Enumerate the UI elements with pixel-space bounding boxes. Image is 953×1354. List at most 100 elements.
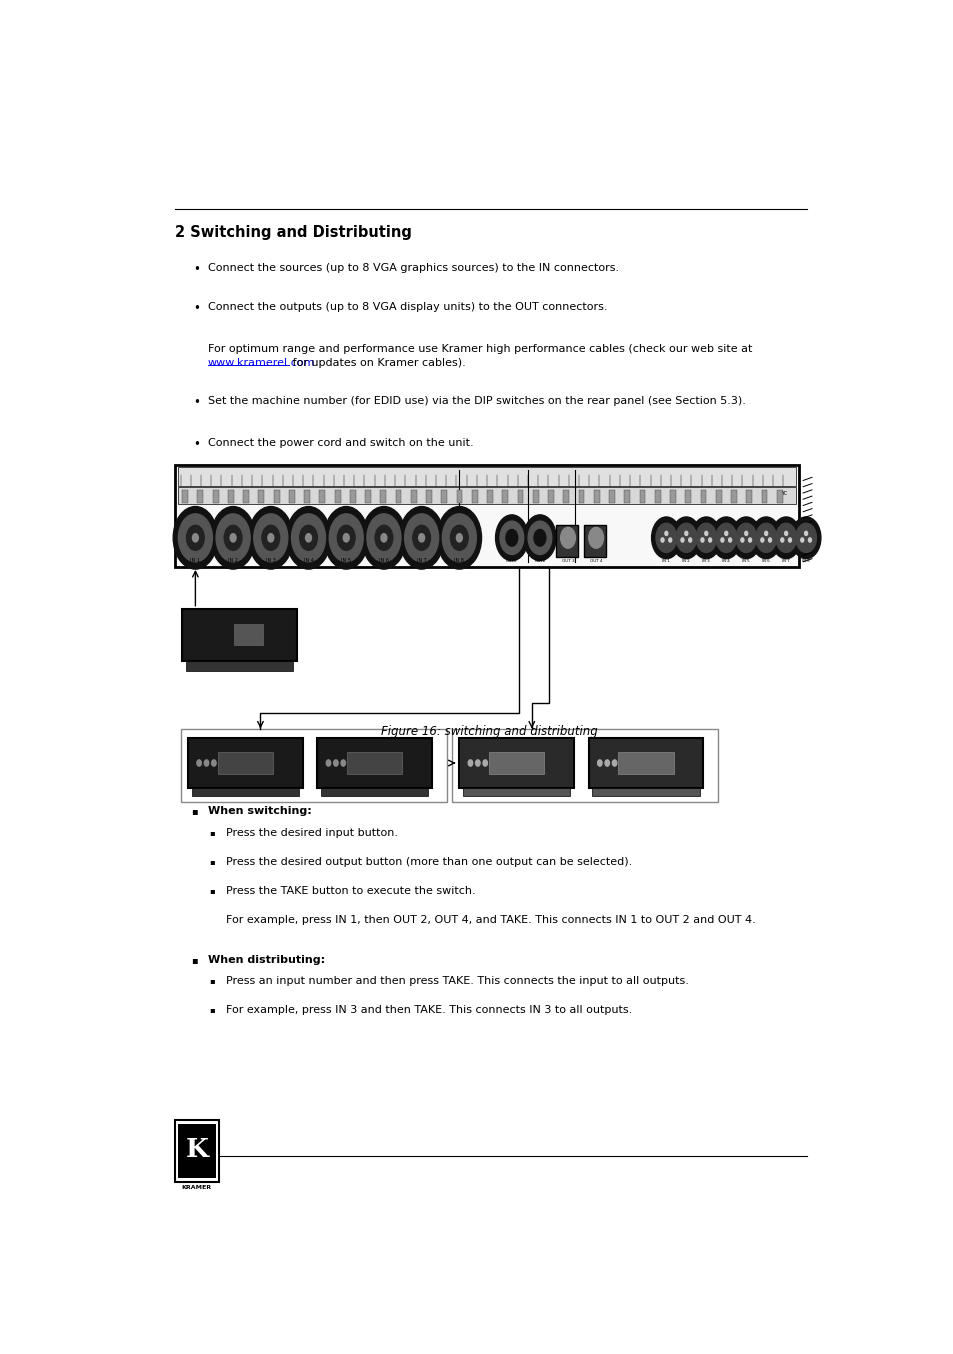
Bar xyxy=(556,525,578,556)
Text: •: • xyxy=(193,437,200,451)
Text: ▪: ▪ xyxy=(191,806,197,815)
Text: K: K xyxy=(185,1137,208,1162)
Circle shape xyxy=(775,523,796,552)
Text: IN 3: IN 3 xyxy=(701,559,709,563)
Bar xyxy=(488,751,544,774)
Circle shape xyxy=(771,517,801,559)
Circle shape xyxy=(795,523,816,552)
Circle shape xyxy=(196,760,201,766)
Bar xyxy=(593,490,599,504)
Bar xyxy=(321,788,428,796)
Bar xyxy=(588,738,702,788)
Text: IN 2: IN 2 xyxy=(681,559,689,563)
Bar xyxy=(776,490,781,504)
Circle shape xyxy=(456,533,462,542)
Circle shape xyxy=(715,523,736,552)
Text: Figure 16: switching and distributing: Figure 16: switching and distributing xyxy=(380,726,597,738)
Circle shape xyxy=(660,538,663,542)
Text: KRAMER: KRAMER xyxy=(182,1185,212,1190)
Circle shape xyxy=(807,538,811,542)
Text: Press the desired input button.: Press the desired input button. xyxy=(226,827,398,838)
Bar xyxy=(487,490,493,504)
Bar xyxy=(562,490,569,504)
Text: Connect the sources (up to 8 VGA graphics sources) to the IN connectors.: Connect the sources (up to 8 VGA graphic… xyxy=(208,263,618,272)
Text: IN 8: IN 8 xyxy=(454,558,464,563)
Circle shape xyxy=(720,538,723,542)
Circle shape xyxy=(728,538,731,542)
Text: IN 4: IN 4 xyxy=(303,558,314,563)
Circle shape xyxy=(744,531,747,535)
Text: 2 Switching and Distributing: 2 Switching and Distributing xyxy=(174,225,411,240)
Circle shape xyxy=(676,523,696,552)
Circle shape xyxy=(751,517,781,559)
Circle shape xyxy=(286,506,331,569)
Bar xyxy=(178,467,795,486)
Circle shape xyxy=(764,531,767,535)
Bar xyxy=(174,464,799,567)
Circle shape xyxy=(656,523,676,552)
Circle shape xyxy=(790,517,820,559)
Text: Connect the power cord and switch on the unit.: Connect the power cord and switch on the… xyxy=(208,437,473,448)
Bar xyxy=(578,490,584,504)
Circle shape xyxy=(476,760,479,766)
Circle shape xyxy=(262,525,279,550)
Text: IN 4: IN 4 xyxy=(721,559,729,563)
Circle shape xyxy=(691,517,720,559)
Bar xyxy=(730,490,737,504)
Circle shape xyxy=(700,538,703,542)
Bar xyxy=(213,490,218,504)
Text: Press an input number and then press TAKE. This connects the input to all output: Press an input number and then press TAK… xyxy=(226,976,689,986)
Circle shape xyxy=(684,531,687,535)
Text: Press the desired output button (more than one output can be selected).: Press the desired output button (more th… xyxy=(226,857,632,867)
Text: IN 7: IN 7 xyxy=(781,559,789,563)
Bar xyxy=(304,490,310,504)
Circle shape xyxy=(253,513,288,562)
Circle shape xyxy=(337,525,355,550)
Circle shape xyxy=(413,525,430,550)
Bar xyxy=(715,490,721,504)
Circle shape xyxy=(800,538,802,542)
Bar xyxy=(684,490,691,504)
Text: Connect the outputs (up to 8 VGA display units) to the OUT connectors.: Connect the outputs (up to 8 VGA display… xyxy=(208,302,607,313)
Circle shape xyxy=(212,760,216,766)
Text: IN 1: IN 1 xyxy=(191,558,200,563)
Bar xyxy=(177,1124,216,1178)
Text: When distributing:: When distributing: xyxy=(208,955,325,965)
Circle shape xyxy=(803,531,807,535)
Bar xyxy=(618,751,673,774)
Circle shape xyxy=(211,506,255,569)
Circle shape xyxy=(680,538,683,542)
Bar xyxy=(319,490,325,504)
Circle shape xyxy=(450,525,468,550)
Bar xyxy=(182,609,296,661)
Text: •: • xyxy=(193,302,200,315)
Bar xyxy=(623,490,630,504)
Bar xyxy=(760,490,766,504)
Circle shape xyxy=(505,529,517,546)
Circle shape xyxy=(249,506,293,569)
Bar xyxy=(547,490,554,504)
Circle shape xyxy=(404,513,438,562)
Circle shape xyxy=(604,760,609,766)
Bar xyxy=(228,490,233,504)
Circle shape xyxy=(292,513,325,562)
Circle shape xyxy=(748,538,751,542)
Circle shape xyxy=(216,513,250,562)
Circle shape xyxy=(760,538,763,542)
Bar xyxy=(289,490,294,504)
Circle shape xyxy=(740,538,743,542)
Text: IN 1: IN 1 xyxy=(661,559,670,563)
Circle shape xyxy=(664,531,667,535)
Text: Set the machine number (for EDID use) via the DIP switches on the rear panel (se: Set the machine number (for EDID use) vi… xyxy=(208,395,745,406)
Bar xyxy=(274,490,279,504)
Text: IN 6: IN 6 xyxy=(761,559,769,563)
Circle shape xyxy=(380,533,387,542)
Circle shape xyxy=(651,517,680,559)
Bar xyxy=(745,490,751,504)
Circle shape xyxy=(671,517,700,559)
Bar xyxy=(217,751,273,774)
Circle shape xyxy=(442,513,476,562)
Circle shape xyxy=(783,531,787,535)
Bar xyxy=(258,490,264,504)
Text: For optimum range and performance use Kramer high performance cables (check our : For optimum range and performance use Kr… xyxy=(208,344,752,353)
